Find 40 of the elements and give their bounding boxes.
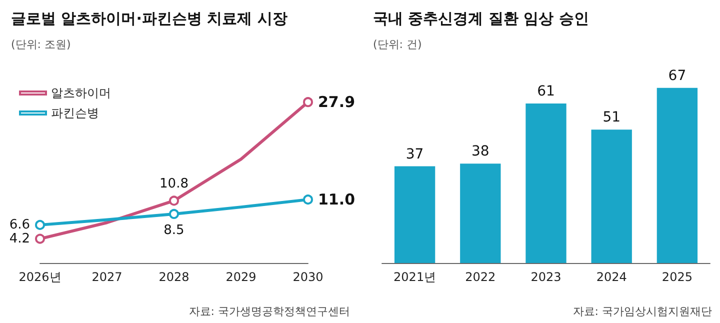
data-label: 8.5 [164,222,184,238]
x-tick-label: 2021년 [394,270,436,284]
chart-subtitle: (단위: 건) [373,38,422,51]
point [35,234,45,244]
chart-title: 글로벌 알츠하이머·파킨슨병 치료제 시장 [11,10,288,28]
data-label: 6.6 [9,217,30,232]
data-label: 27.9 [318,93,356,112]
data-label: 10.8 [160,176,188,192]
data-label: 37 [406,146,424,162]
data-label: 61 [537,84,555,100]
x-tick-label: 2028 [158,270,190,284]
point [169,208,179,219]
x-tick-label: 2026년 [18,270,62,284]
text: 자료: 국가생명공학정책연구센터 [188,305,350,318]
bar [656,88,698,263]
data-label: 38 [471,144,490,160]
bar [460,164,501,263]
x-tick-label: 2025 [662,270,692,284]
chart-title: 국내 중추신경계 질환 임상 승인 [373,10,589,28]
bar [526,104,566,263]
data-label: 11.0 [318,190,356,209]
bar [394,166,436,263]
bar [591,130,632,263]
legend-label: 파킨슨병 [51,106,99,120]
data-label: 4.2 [9,231,30,246]
x-tick-label: 2022 [465,270,496,284]
data-label: 51 [602,110,621,126]
point [303,97,313,108]
point [169,196,179,206]
x-tick-label: 2030 [292,270,324,284]
x-tick-label: 2023 [530,270,562,284]
text: 자료: 국가임상시험지원재단 [572,305,712,318]
data-label: 67 [668,68,686,84]
x-tick-label: 2027 [92,270,122,284]
legend-label: 알츠하이머 [51,86,111,100]
x-tick-label: 2029 [226,270,256,284]
point [303,194,313,205]
x-tick-label: 2024 [596,270,627,284]
chart-subtitle: (단위: 조원) [11,38,71,51]
point [35,220,45,230]
